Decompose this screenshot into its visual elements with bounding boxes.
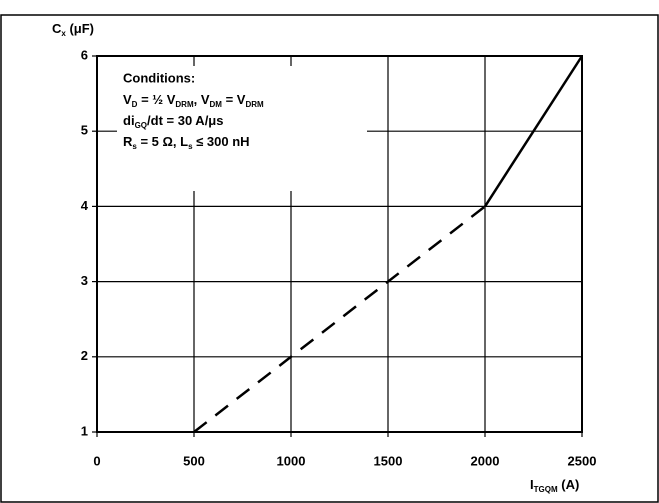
condition-line: diGQ/dt = 30 A/μs bbox=[123, 113, 224, 130]
text-part: C bbox=[52, 21, 62, 36]
x-axis-label: ITGQM (A) bbox=[530, 477, 579, 494]
subscript: x bbox=[61, 29, 66, 38]
frame bbox=[0, 14, 659, 503]
conditions-title: Conditions: bbox=[123, 70, 195, 85]
subscript: s bbox=[188, 142, 193, 151]
data-line bbox=[193, 205, 486, 433]
text-part: = V bbox=[222, 92, 246, 107]
y-tick-label: 1 bbox=[81, 423, 88, 438]
data-line bbox=[483, 55, 584, 208]
condition-line: Rs = 5 Ω, Ls ≤ 300 nH bbox=[123, 134, 250, 151]
text-part: = ½ V bbox=[137, 92, 175, 107]
x-tick-label: 1000 bbox=[277, 453, 306, 468]
conditions-box bbox=[117, 66, 367, 191]
text-part: ≤ 300 nH bbox=[193, 134, 250, 149]
y-tick-label: 3 bbox=[81, 273, 88, 288]
y-tick-label: 6 bbox=[81, 47, 88, 62]
subscript: TGQM bbox=[534, 485, 558, 494]
condition-line: VD = ½ VDRM, VDM = VDRM bbox=[123, 92, 264, 109]
text-part: R bbox=[123, 134, 133, 149]
text-part: (μF) bbox=[66, 21, 94, 36]
subscript: s bbox=[132, 142, 137, 151]
subscript: DRM bbox=[245, 100, 264, 109]
y-axis-label: Cx (μF) bbox=[52, 21, 94, 38]
x-tick-label: 0 bbox=[93, 453, 100, 468]
x-tick-label: 2000 bbox=[471, 453, 500, 468]
x-tick-label: 1500 bbox=[374, 453, 403, 468]
y-tick-label: 5 bbox=[81, 123, 88, 138]
x-tick-label: 2500 bbox=[568, 453, 597, 468]
text-part: di bbox=[123, 113, 135, 128]
x-tick-label: 500 bbox=[183, 453, 205, 468]
y-tick-label: 2 bbox=[81, 348, 88, 363]
text-part: = 5 Ω, L bbox=[137, 134, 188, 149]
subscript: GQ bbox=[135, 121, 147, 130]
subscript: D bbox=[132, 100, 138, 109]
text-part: V bbox=[123, 92, 132, 107]
y-tick-label: 4 bbox=[81, 198, 89, 213]
subscript: DM bbox=[210, 100, 223, 109]
text-part: /dt = 30 A/μs bbox=[147, 113, 223, 128]
text-part: (A) bbox=[558, 477, 580, 492]
subscript: DRM bbox=[175, 100, 194, 109]
text-part: , V bbox=[194, 92, 210, 107]
text-part: I bbox=[530, 477, 534, 492]
plot-border bbox=[96, 55, 583, 433]
